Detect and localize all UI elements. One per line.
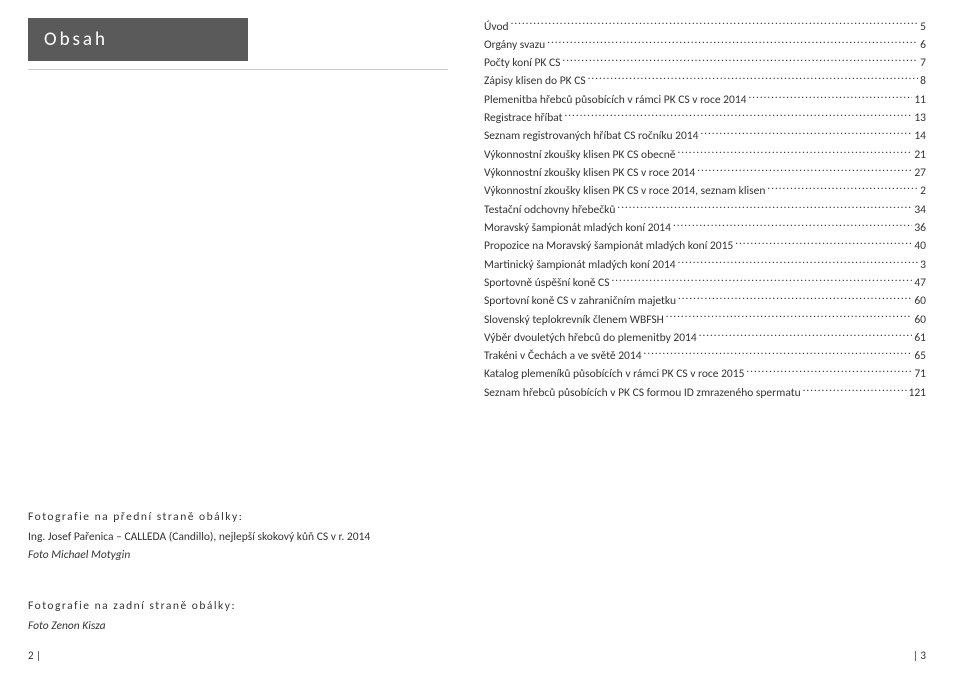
toc-page-number: 2 [920,183,926,201]
toc-page-number: 5 [920,19,926,37]
toc-row: Sportovně úspěšní koně CS 47 [484,274,926,292]
toc-row: Seznam registrovaných hříbat CS ročníku … [484,128,926,146]
toc-leader-dots [699,329,913,341]
toc-label: Plemenitba hřebců působících v rámci PK … [484,92,746,110]
toc-label: Seznam registrovaných hříbat CS ročníku … [484,128,698,146]
toc-row: Moravský šampionát mladých koní 2014 36 [484,219,926,237]
right-page: Úvod5Orgány svazu6Počty koní PK CS7Zápis… [484,0,954,676]
toc-leader-dots [666,311,913,323]
toc-leader-dots [673,219,912,231]
page-title: Obsah [28,18,248,61]
toc-leader-dots [767,183,918,195]
toc-leader-dots [678,293,912,305]
toc-page-number: 14 [914,128,926,146]
toc-leader-dots [748,91,912,103]
toc-row: Počty koní PK CS 7 [484,55,926,73]
toc-leader-dots [547,36,918,48]
toc-row: Výkonnostní zkoušky klisen PK CS v roce … [484,183,926,201]
toc-label: Výkonnostní zkoušky klisen PK CS obecně [484,147,675,165]
toc-page-number: 7 [920,55,926,73]
toc-page-number: 27 [914,165,926,183]
toc-leader-dots [677,146,912,158]
toc-label: Výkonnostní zkoušky klisen PK CS v roce … [484,183,765,201]
toc-page-number: 8 [920,73,926,91]
toc-leader-dots [617,201,912,213]
toc-row: Martinický šampionát mladých koní 2014 3 [484,256,926,274]
toc-label: Výběr dvouletých hřebců do plemenitby 20… [484,330,697,348]
toc-row: Propozice na Moravský šampionát mladých … [484,238,926,256]
toc-leader-dots [565,110,913,122]
toc-row: Úvod 5 [484,18,926,36]
credits-front-line: Ing. Josef Pařenica – CALLEDA (Candillo)… [28,529,370,547]
title-rule [28,69,448,70]
toc-page-number: 36 [914,220,926,238]
toc-label: Slovenský teplokrevník členem WBFSH [484,312,664,330]
toc-label: Sportovně úspěšní koně CS [484,275,609,293]
toc-page-number: 121 [909,385,927,403]
toc-row: Slovenský teplokrevník členem WBFSH 60 [484,311,926,329]
toc-row: Výkonnostní zkoušky klisen PK CS obecně 2… [484,146,926,164]
toc-leader-dots [803,384,907,396]
toc-row: Výběr dvouletých hřebců do plemenitby 20… [484,329,926,347]
toc-label: Výkonnostní zkoušky klisen PK CS v roce … [484,165,695,183]
toc-row: Katalog plemeníků působících v rámci PK … [484,366,926,384]
toc-label: Propozice na Moravský šampionát mladých … [484,238,733,256]
toc-leader-dots [644,348,913,360]
toc-page-number: 3 [920,257,926,275]
toc-page-number: 13 [914,110,926,128]
toc-row: Výkonnostní zkoušky klisen PK CS v roce … [484,165,926,183]
toc-label: Orgány svazu [484,37,545,55]
toc-page-number: 65 [914,348,926,366]
toc-label: Registrace hříbat [484,110,563,128]
toc-page-number: 40 [914,238,926,256]
toc-leader-dots [678,256,919,268]
page-number-left: 2 | [28,649,41,662]
toc-label: Trakéni v Čechách a ve světě 2014 [484,348,642,366]
toc-label: Zápisy klisen do PK CS [484,73,586,91]
toc-row: Sportovní koně CS v zahraničním majetku 6… [484,293,926,311]
toc-label: Seznam hřebců působících v PK CS formou … [484,385,801,403]
toc-leader-dots [735,238,912,250]
toc-leader-dots [700,128,912,140]
credits-block: Fotografie na přední straně obálky: Ing.… [28,509,370,636]
toc-label: Testační odchovny hřebečků [484,202,615,220]
toc-leader-dots [611,274,912,286]
toc-row: Testační odchovny hřebečků 34 [484,201,926,219]
toc-label: Počty koní PK CS [484,55,560,73]
toc-leader-dots [588,73,919,85]
toc-label: Úvod [484,19,509,37]
toc-row: Seznam hřebců působících v PK CS formou … [484,384,926,402]
toc-page-number: 71 [914,366,926,384]
toc-row: Orgány svazu 6 [484,36,926,54]
credits-back-heading: Fotografie na zadní straně obálky: [28,598,370,616]
toc-leader-dots [562,55,918,67]
toc-label: Sportovní koně CS v zahraničním majetku [484,293,676,311]
toc-page-number: 61 [914,330,926,348]
page-title-text: Obsah [44,28,108,51]
toc-leader-dots [697,165,912,177]
toc-page-number: 6 [920,37,926,55]
toc-leader-dots [511,18,919,30]
toc-label: Moravský šampionát mladých koní 2014 [484,220,671,238]
toc-page-number: 60 [914,293,926,311]
toc-label: Katalog plemeníků působících v rámci PK … [484,366,744,384]
left-page: Obsah Fotografie na přední straně obálky… [0,0,470,676]
toc-list: Úvod5Orgány svazu6Počty koní PK CS7Zápis… [484,18,926,403]
credits-front-photo: Foto Michael Motygin [28,547,370,565]
toc-page-number: 21 [914,147,926,165]
toc-page-number: 34 [914,202,926,220]
toc-leader-dots [746,366,912,378]
credits-front-heading: Fotografie na přední straně obálky: [28,509,370,527]
credits-back-photo: Foto Zenon Kisza [28,618,370,636]
toc-row: Trakéni v Čechách a ve světě 2014 65 [484,348,926,366]
toc-label: Martinický šampionát mladých koní 2014 [484,257,676,275]
toc-page-number: 47 [914,275,926,293]
toc-page-number: 11 [914,92,926,110]
toc-row: Plemenitba hřebců působících v rámci PK … [484,91,926,109]
toc-page-number: 60 [914,312,926,330]
page-number-right: | 3 [913,649,926,662]
toc-row: Zápisy klisen do PK CS 8 [484,73,926,91]
toc-row: Registrace hříbat 13 [484,110,926,128]
